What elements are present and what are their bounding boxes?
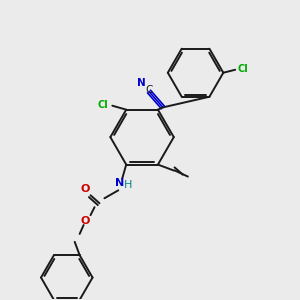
Text: O: O	[81, 184, 90, 194]
Text: N: N	[115, 178, 124, 188]
Text: C: C	[145, 85, 153, 94]
Text: H: H	[124, 180, 132, 190]
Text: Cl: Cl	[98, 100, 108, 110]
Text: O: O	[81, 216, 90, 226]
Text: Cl: Cl	[237, 64, 248, 74]
Text: N: N	[137, 78, 146, 88]
